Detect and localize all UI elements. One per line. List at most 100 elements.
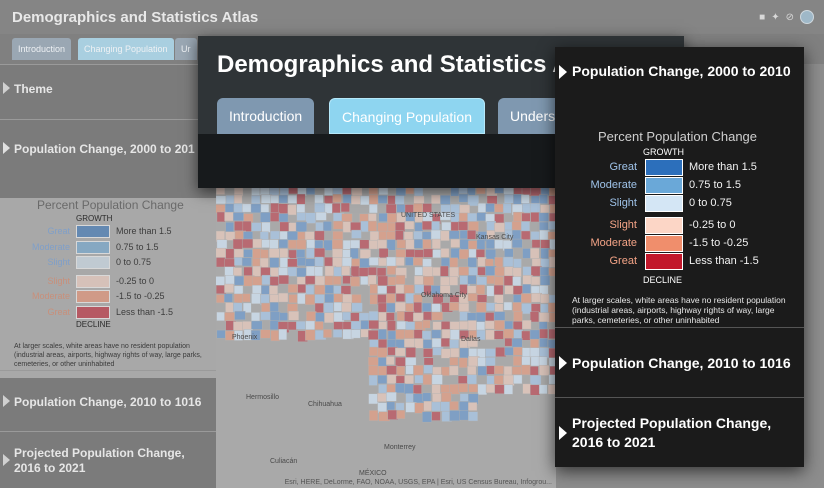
county-cell bbox=[503, 256, 514, 268]
county-cell bbox=[350, 276, 360, 287]
county-cell bbox=[449, 257, 459, 269]
county-cell bbox=[467, 337, 479, 348]
county-cell bbox=[387, 320, 396, 331]
county-cell bbox=[458, 320, 469, 330]
county-cell bbox=[520, 364, 531, 376]
county-cell bbox=[395, 284, 405, 295]
map-label-mexico: MÉXICO bbox=[359, 470, 387, 477]
chevron-right-icon bbox=[559, 426, 567, 440]
county-cell bbox=[333, 220, 345, 230]
county-cell bbox=[304, 294, 316, 306]
county-cell bbox=[269, 276, 279, 286]
county-cell bbox=[314, 202, 326, 214]
county-cell bbox=[449, 230, 460, 240]
county-cell bbox=[385, 356, 395, 365]
county-cell bbox=[395, 256, 405, 267]
county-cell bbox=[423, 248, 435, 258]
background-section-projected[interactable]: Projected Population Change, 2016 to 202… bbox=[0, 431, 216, 488]
county-cell bbox=[531, 303, 541, 313]
background-tab-understanding[interactable]: Ur bbox=[175, 38, 197, 60]
section-population-change-2010-1016[interactable]: Population Change, 2010 to 1016 bbox=[555, 327, 804, 397]
county-cell bbox=[251, 320, 263, 330]
county-cell bbox=[404, 220, 415, 230]
county-cell bbox=[432, 249, 442, 259]
map-label-chihuahua: Chihuahua bbox=[308, 401, 342, 408]
legend-swatch bbox=[645, 235, 683, 252]
county-cell bbox=[440, 285, 451, 295]
county-cell bbox=[386, 239, 396, 251]
county-cell bbox=[233, 267, 243, 276]
county-cell bbox=[422, 239, 432, 251]
county-cell bbox=[413, 329, 423, 340]
map-canvas[interactable] bbox=[216, 186, 556, 488]
county-cell bbox=[386, 391, 397, 402]
background-legend-note: At larger scales, white areas have no re… bbox=[14, 343, 202, 368]
county-cell bbox=[243, 249, 253, 258]
county-cell bbox=[340, 202, 350, 213]
county-cell bbox=[395, 347, 406, 357]
chevron-right-icon bbox=[3, 82, 10, 94]
county-cell bbox=[350, 265, 360, 278]
county-cell bbox=[413, 257, 424, 266]
section-population-change-2000-2010[interactable]: Population Change, 2000 to 2010 bbox=[555, 47, 804, 101]
county-cell bbox=[476, 186, 486, 195]
county-cell bbox=[548, 374, 556, 385]
county-cell bbox=[495, 347, 507, 358]
county-cell bbox=[395, 186, 406, 197]
county-cell bbox=[234, 330, 243, 341]
facebook-icon[interactable]: ■ bbox=[759, 11, 766, 23]
map-label-oklahoma-city: Oklahoma City bbox=[421, 292, 467, 299]
background-section-2000-2010[interactable]: Population Change, 2000 to 201 bbox=[0, 119, 216, 199]
county-cell bbox=[458, 383, 469, 393]
county-cell bbox=[376, 267, 387, 278]
county-cell bbox=[458, 212, 469, 222]
county-cell bbox=[467, 195, 479, 207]
background-section-2010-1016[interactable]: Population Change, 2010 to 1016 bbox=[0, 370, 216, 432]
county-cell bbox=[449, 329, 460, 341]
county-cell bbox=[296, 257, 307, 267]
county-cell bbox=[270, 230, 281, 240]
legend-row-range: Less than -1.5 bbox=[689, 255, 759, 267]
county-cell bbox=[548, 267, 556, 277]
county-cell bbox=[269, 257, 280, 268]
globe-icon[interactable] bbox=[800, 10, 814, 24]
background-section-theme[interactable]: Theme bbox=[0, 64, 216, 119]
county-cell bbox=[224, 275, 236, 286]
county-cell bbox=[512, 267, 522, 278]
legend-swatch bbox=[645, 253, 683, 270]
county-cell bbox=[296, 193, 306, 205]
county-cell bbox=[522, 284, 531, 294]
legend-row-range: More than 1.5 bbox=[689, 161, 757, 173]
county-cell bbox=[270, 212, 280, 222]
county-cell bbox=[323, 239, 334, 251]
county-cell bbox=[261, 302, 271, 313]
county-cell bbox=[423, 348, 433, 358]
county-cell bbox=[377, 275, 388, 287]
county-cell bbox=[404, 338, 416, 348]
county-cell bbox=[234, 275, 245, 286]
tab-introduction[interactable]: Introduction bbox=[217, 98, 315, 134]
county-cell bbox=[314, 256, 324, 267]
county-cell bbox=[332, 231, 344, 240]
tab-changing-population[interactable]: Changing Population bbox=[329, 98, 485, 134]
chevron-right-icon bbox=[559, 65, 567, 79]
twitter-icon[interactable]: ✦ bbox=[771, 11, 780, 23]
county-cell bbox=[224, 293, 233, 303]
background-tab-changing-population[interactable]: Changing Population bbox=[78, 38, 174, 60]
county-cell bbox=[322, 221, 332, 232]
section-projected-population-change[interactable]: Projected Population Change, 2016 to 202… bbox=[555, 397, 804, 467]
county-cell bbox=[224, 312, 235, 322]
background-tab-introduction[interactable]: Introduction bbox=[12, 38, 72, 60]
county-cell bbox=[530, 247, 540, 259]
link-icon[interactable]: ⊘ bbox=[785, 11, 794, 23]
county-cell bbox=[351, 186, 363, 197]
county-cell bbox=[538, 212, 549, 222]
county-cell bbox=[432, 321, 443, 331]
county-cell bbox=[449, 266, 460, 278]
county-cell bbox=[530, 212, 540, 223]
map-label-united-states: UNITED STATES bbox=[401, 212, 456, 219]
choropleth-map[interactable]: UNITED STATES Kansas City Oklahoma City … bbox=[216, 186, 556, 488]
county-cell bbox=[414, 249, 424, 259]
county-cell bbox=[504, 193, 515, 204]
legend-decline-label: DECLINE bbox=[76, 320, 111, 329]
